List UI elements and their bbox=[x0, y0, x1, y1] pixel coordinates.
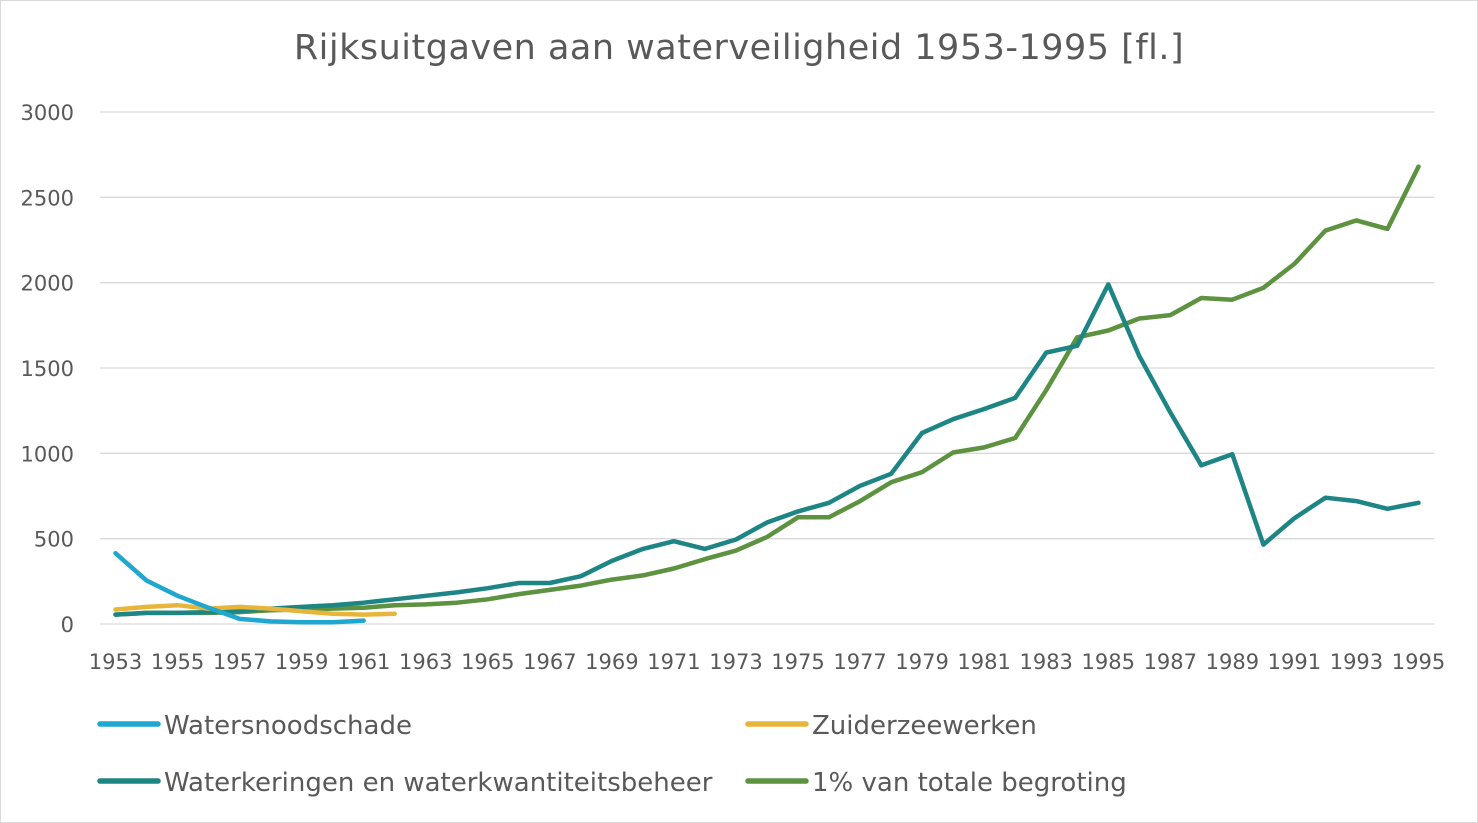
x-tick-label: 1985 bbox=[1082, 650, 1135, 674]
x-tick-label: 1991 bbox=[1268, 650, 1321, 674]
series-line-watersnoodschade bbox=[113, 550, 366, 625]
x-tick-label: 1979 bbox=[895, 650, 948, 674]
gridlines bbox=[100, 111, 1434, 625]
y-tick-label: 500 bbox=[34, 528, 74, 552]
x-tick-label: 1993 bbox=[1330, 650, 1383, 674]
y-axis-ticks: 0 500 1000 1500 2000 2500 3000 bbox=[21, 101, 74, 637]
legend-label: 1% van totale begroting bbox=[812, 768, 1127, 798]
legend-item: Watersnoodschade bbox=[97, 711, 412, 741]
legend-item: Waterkeringen en waterkwantiteitsbeheer bbox=[97, 768, 713, 798]
legend-label: Watersnoodschade bbox=[164, 711, 412, 741]
x-tick-label: 1973 bbox=[709, 650, 762, 674]
x-tick-label: 1969 bbox=[585, 650, 638, 674]
x-tick-label: 1981 bbox=[957, 650, 1010, 674]
x-tick-label: 1983 bbox=[1019, 650, 1072, 674]
legend: Watersnoodschade Zuiderzeewerken Waterkeri… bbox=[97, 711, 1127, 798]
x-tick-label: 1953 bbox=[89, 650, 142, 674]
x-tick-label: 1965 bbox=[461, 650, 514, 674]
series-line-1-van-totale-begroting bbox=[113, 164, 1421, 617]
legend-label: Zuiderzeewerken bbox=[812, 711, 1037, 741]
y-tick-label: 3000 bbox=[21, 101, 74, 125]
x-tick-label: 1989 bbox=[1206, 650, 1259, 674]
x-tick-label: 1995 bbox=[1392, 650, 1445, 674]
x-tick-label: 1975 bbox=[771, 650, 824, 674]
x-tick-label: 1957 bbox=[213, 650, 266, 674]
series-line-waterkeringen-en-waterkwantiteitsbeheer bbox=[113, 282, 1421, 617]
x-tick-label: 1963 bbox=[399, 650, 452, 674]
series-line-zuiderzeewerken bbox=[113, 602, 397, 617]
x-tick-label: 1961 bbox=[337, 650, 390, 674]
y-tick-label: 1000 bbox=[21, 442, 74, 466]
x-tick-label: 1987 bbox=[1144, 650, 1197, 674]
x-tick-label: 1977 bbox=[833, 650, 886, 674]
x-tick-label: 1967 bbox=[523, 650, 576, 674]
legend-item: Zuiderzeewerken bbox=[745, 711, 1037, 741]
x-tick-label: 1971 bbox=[647, 650, 700, 674]
y-tick-label: 2500 bbox=[21, 186, 74, 210]
legend-label: Waterkeringen en waterkwantiteitsbeheer bbox=[164, 768, 713, 798]
y-tick-label: 2000 bbox=[21, 272, 74, 296]
legend-item: 1% van totale begroting bbox=[745, 768, 1127, 798]
series-lines bbox=[113, 164, 1421, 625]
y-tick-label: 0 bbox=[61, 613, 74, 637]
x-axis-ticks: 1953 1955 1957 1959 1961 1963 1965 1967 1969 1971… bbox=[89, 650, 1445, 674]
chart-title: Rijksuitgaven aan waterveiligheid 1953-1… bbox=[293, 28, 1185, 68]
x-tick-label: 1955 bbox=[151, 650, 204, 674]
x-tick-label: 1959 bbox=[275, 650, 328, 674]
y-tick-label: 1500 bbox=[21, 357, 74, 381]
